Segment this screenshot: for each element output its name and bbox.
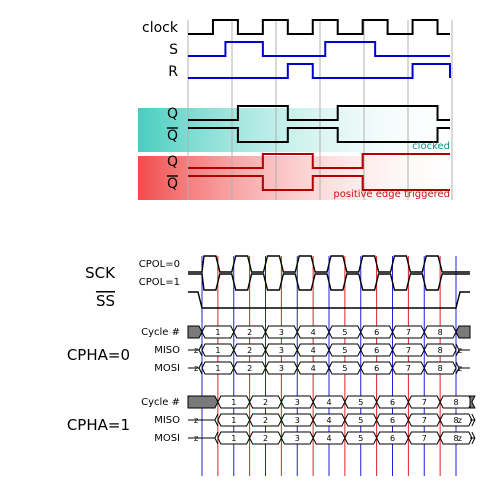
band-caption: positive edge triggered	[333, 189, 450, 200]
bus-value: 2	[247, 328, 252, 337]
bus-value: 5	[358, 434, 363, 443]
band-caption: clocked	[412, 141, 450, 152]
bus-value: 4	[326, 434, 331, 443]
bus-value: 6	[390, 434, 395, 443]
bus-value: 7	[422, 434, 427, 443]
bus-cap	[188, 326, 202, 338]
ff-label: Q	[167, 154, 178, 170]
bus-value: 1	[231, 398, 236, 407]
bus-cap	[456, 326, 470, 338]
label-cpol0: CPOL=0	[139, 259, 180, 270]
bus-value: 8	[438, 328, 443, 337]
ff-wave-0	[188, 20, 450, 34]
bus-value: 3	[279, 364, 284, 373]
bus-value: 7	[406, 364, 411, 373]
ff-label: clock	[142, 20, 179, 36]
bus-value: 5	[358, 416, 363, 425]
bus-value: 5	[342, 346, 347, 355]
z-label: z	[458, 434, 462, 443]
bus-value: 6	[374, 364, 379, 373]
bus-value: 3	[295, 434, 300, 443]
bus-value: 4	[326, 416, 331, 425]
label-cpha1: CPHA=1	[67, 416, 130, 434]
bus-value: 4	[326, 398, 331, 407]
bus-value: 4	[311, 328, 316, 337]
z-label: z	[194, 434, 198, 443]
timing-diagrams: clockSRQQQQclockedpositive edge triggere…	[0, 0, 500, 500]
label-cpha0: CPHA=0	[67, 346, 130, 364]
bus-value: 6	[374, 346, 379, 355]
ff-wave-1	[188, 42, 450, 56]
bus-value: 5	[342, 328, 347, 337]
ff-label: Q	[167, 128, 178, 144]
bus-value: 2	[247, 346, 252, 355]
bus-row-label: Cycle #	[141, 327, 180, 338]
bus-row-label: MISO	[154, 345, 180, 356]
z-label: z	[458, 346, 462, 355]
label-sck: SCK	[85, 264, 116, 282]
ff-label: S	[169, 42, 178, 58]
z-label: z	[458, 364, 462, 373]
bus-row-label: MISO	[154, 415, 180, 426]
bus-value: 1	[231, 416, 236, 425]
flipflop-diagram: clockSRQQQQclockedpositive edge triggere…	[138, 20, 462, 200]
bus-value: 1	[215, 364, 220, 373]
bus-value: 2	[263, 398, 268, 407]
bus-value: 1	[215, 346, 220, 355]
bus-value: 4	[311, 364, 316, 373]
bus-value: 7	[406, 328, 411, 337]
bus-value: 7	[422, 398, 427, 407]
label-ss: SS	[96, 292, 115, 310]
z-label: z	[194, 416, 198, 425]
bus-value: 3	[279, 328, 284, 337]
ff-label: R	[168, 64, 178, 80]
z-label: z	[458, 416, 462, 425]
bus-value: 5	[358, 398, 363, 407]
bus-value: 2	[263, 434, 268, 443]
bus-value: 7	[422, 416, 427, 425]
bus-value: 2	[247, 364, 252, 373]
z-label: z	[194, 346, 198, 355]
bus-value: 8	[453, 398, 458, 407]
bus-value: 4	[311, 346, 316, 355]
bus-value: 3	[295, 398, 300, 407]
z-label: z	[194, 364, 198, 373]
bus-row-label: Cycle #	[141, 397, 180, 408]
bus-value: 8	[438, 364, 443, 373]
ff-label: Q	[167, 106, 178, 122]
bus-cap	[470, 396, 475, 408]
bus-value: 6	[390, 416, 395, 425]
bus-value: 3	[279, 346, 284, 355]
bus-value: 7	[406, 346, 411, 355]
bus-value: 6	[374, 328, 379, 337]
bus-value: 3	[295, 416, 300, 425]
ff-wave-2	[188, 64, 450, 78]
bus-row-label: MOSI	[154, 433, 180, 444]
bus-value: 1	[215, 328, 220, 337]
bus-value: 5	[342, 364, 347, 373]
bus-value: 1	[231, 434, 236, 443]
bus-cap	[188, 396, 218, 408]
ff-label: Q	[167, 176, 178, 192]
spi-diagram: SCK SS CPHA=0 CPHA=1 CPOL=0 CPOL=1 1 2 3 4 5 6 7 8 Cyc…	[67, 256, 475, 476]
bus-row-label: MOSI	[154, 363, 180, 374]
bus-value: 2	[263, 416, 268, 425]
bus-value: 8	[438, 346, 443, 355]
bus-value: 6	[390, 398, 395, 407]
label-cpol1: CPOL=1	[139, 277, 180, 288]
